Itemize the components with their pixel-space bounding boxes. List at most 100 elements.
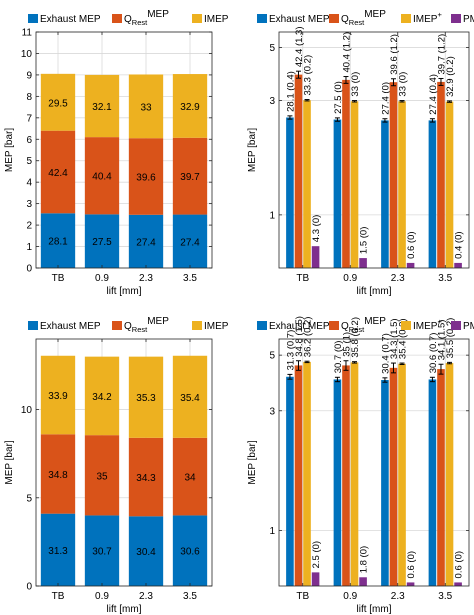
bar-imep (350, 362, 359, 586)
bar-qrest (437, 369, 445, 586)
legend-swatch-qrest (329, 321, 339, 330)
bar-exhaust (172, 214, 208, 268)
bar-imep (40, 355, 76, 435)
bar-label-exhaust: 27.4 (180, 237, 200, 248)
bar-label-exhaust: 30.7 (92, 547, 112, 558)
legend-text: Exhaust MEP (40, 14, 101, 25)
legend-swatch-qrest (112, 14, 122, 23)
bar-pmep (406, 582, 415, 586)
bar-exhaust (40, 513, 76, 586)
bar-qrest (40, 434, 76, 514)
bar-exhaust (172, 515, 208, 586)
legend-swatch-imep (192, 321, 202, 330)
bar-qrest (389, 82, 398, 269)
bar-qrest (128, 437, 164, 517)
bar-qrest (294, 365, 303, 586)
y-tick-label: 1 (269, 210, 275, 221)
legend-superscript: MEP (147, 316, 169, 327)
bar-imep (398, 363, 406, 586)
legend-text: PMEP (463, 14, 474, 25)
bar-imep (172, 355, 208, 438)
x-tick-label: 0.9 (343, 273, 357, 284)
bar-label-qrest: 40.4 (1.2) (341, 32, 352, 73)
legend-swatch-imep (401, 14, 411, 23)
bar-exhaust (333, 119, 342, 268)
legend-text: PMEP (463, 321, 474, 332)
legend-swatch-exhaust (257, 14, 267, 23)
y-tick-label: 0 (26, 582, 32, 593)
legend-label-pmep: PMEP (463, 14, 474, 25)
chart-bottom-right: 31.3 (0.7)34.8 (1.5)36.2 (0.2)2.5 (0)30.… (247, 316, 474, 615)
bar-imep (445, 101, 454, 269)
y-axis-label: MEP [bar] (247, 128, 258, 172)
legend-label-imep: IMEP (204, 14, 229, 25)
bar-pmep (454, 262, 462, 268)
bar-label-imep: 34.2 (92, 392, 112, 403)
bar-label-exhaust: 31.3 (0.7) (285, 330, 296, 371)
bar-label-exhaust: 27.4 (0.4) (428, 74, 439, 115)
bar-pmep (454, 582, 462, 586)
bar-imep (128, 356, 164, 438)
bar-label-exhaust: 27.4 (0) (380, 82, 391, 115)
bar-exhaust (381, 120, 389, 269)
legend-superscript: + (437, 317, 442, 326)
legend-swatch-pmep (451, 321, 461, 330)
x-tick-label: 2.3 (139, 273, 153, 284)
bar-label-imep: 29.5 (48, 98, 68, 109)
bar-label-pmep: 0.6 (0) (406, 551, 417, 578)
y-tick-label: 5 (26, 493, 32, 504)
axes-box (278, 338, 470, 587)
legend-superscript: MEP (147, 9, 169, 20)
legend-label-imep: IMEP (204, 321, 229, 332)
legend-label-imep: IMEP+ (413, 317, 442, 332)
legend-label-pmep: PMEP (463, 321, 474, 332)
y-axis-label: MEP [bar] (4, 128, 15, 172)
bar-qrest (294, 74, 303, 268)
bar-qrest (342, 365, 350, 586)
bar-label-qrest: 34.1 (1.5) (436, 320, 447, 361)
bar-exhaust (286, 376, 294, 586)
bar-label-exhaust: 30.6 (180, 547, 200, 558)
legend-label-qrest: QRestMEP (341, 9, 386, 27)
bar-label-exhaust: 30.4 (0.7) (380, 333, 391, 374)
legend: Exhaust MEP QRestMEP IMEP (28, 316, 229, 334)
bar-imep (350, 101, 359, 269)
x-tick-label: 0.9 (343, 591, 357, 602)
y-tick-label: 11 (22, 28, 33, 39)
bar-pmep (359, 258, 367, 268)
y-tick-label: 0 (26, 264, 32, 275)
legend-text: Q (124, 321, 132, 332)
legend-subscript: Rest (349, 325, 365, 334)
bar-imep (303, 361, 311, 586)
x-axis-label: lift [mm] (107, 286, 142, 297)
legend-swatch-pmep (451, 14, 461, 23)
legend-text: IMEP (413, 14, 438, 25)
bar-pmep (359, 577, 367, 586)
bar-pmep (406, 262, 415, 268)
legend: Exhaust MEP QRestMEP IMEP (28, 9, 229, 27)
legend-swatch-imep (192, 14, 202, 23)
bar-label-exhaust: 27.5 (92, 237, 112, 248)
legend-superscript: MEP (364, 9, 386, 20)
legend-superscript: MEP (364, 316, 386, 327)
bar-pmep (311, 246, 320, 268)
bar-label-pmep: 1.5 (0) (359, 227, 370, 254)
y-tick-label: 7 (26, 113, 32, 124)
bar-imep (84, 356, 120, 436)
legend-label-qrest: QRestMEP (341, 316, 386, 334)
legend-text: IMEP (413, 321, 438, 332)
bar-label-qrest: 42.4 (1.3) (294, 27, 305, 68)
bar-label-qrest: 34 (184, 473, 196, 484)
y-tick-label: 5 (269, 351, 275, 362)
bar-exhaust (286, 117, 294, 268)
legend-label-qrest: QRestMEP (124, 316, 169, 334)
legend-text: Q (341, 14, 349, 25)
y-tick-label: 3 (269, 96, 275, 107)
y-tick-label: 2 (26, 221, 32, 232)
bar-label-imep: 33.9 (48, 391, 68, 402)
bar-pmep (311, 572, 320, 586)
legend-text: Exhaust MEP (269, 321, 330, 332)
bar-imep (445, 363, 454, 586)
legend-label-qrest: QRestMEP (124, 9, 169, 27)
